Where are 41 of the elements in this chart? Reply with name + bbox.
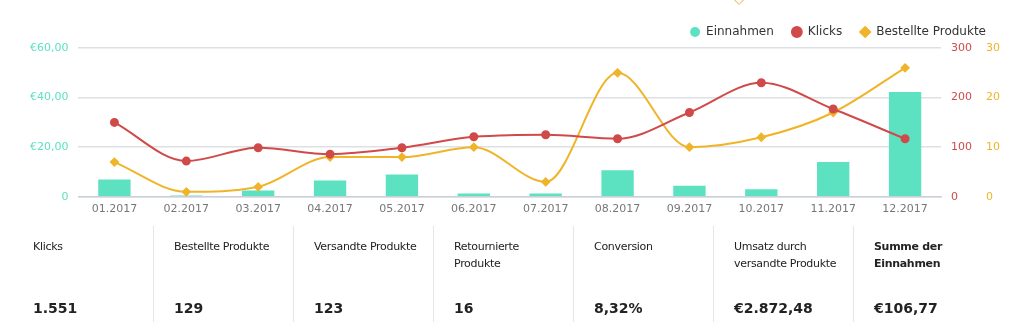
y2-tick-label: 100 bbox=[951, 140, 973, 154]
x-tick-label: 08.2017 bbox=[594, 202, 641, 216]
category-label: Umsatz durch versandte Produkte bbox=[734, 239, 838, 272]
text: 123 bbox=[314, 300, 344, 316]
x-tick-label: 12.2017 bbox=[882, 202, 928, 216]
x-tick-label: 11.2017 bbox=[810, 202, 856, 216]
x-tick-label: 01.2017 bbox=[91, 202, 138, 216]
x-tick-label: 07.2017 bbox=[522, 202, 569, 216]
x-tick-label: 09.2017 bbox=[666, 202, 713, 216]
text: 16 bbox=[454, 300, 474, 316]
y3-tick-label: 0 bbox=[986, 189, 993, 203]
y-tick-label: €20,00 bbox=[29, 140, 69, 154]
text: 8,32% bbox=[594, 300, 643, 316]
y3-tick-label: 10 bbox=[986, 140, 1000, 154]
y-tick-label: 0 bbox=[61, 189, 69, 203]
y2-tick-label: 300 bbox=[951, 40, 973, 54]
text: 129 bbox=[174, 300, 204, 316]
legend-label: Bestellte Produkte bbox=[876, 24, 987, 39]
x-tick-label: 06.2017 bbox=[451, 202, 497, 216]
legend-label: Einnahmen bbox=[706, 24, 774, 39]
y-tick-label: €40,00 bbox=[29, 90, 69, 104]
x-tick-label: 05.2017 bbox=[379, 202, 425, 216]
category-label: Klicks bbox=[33, 239, 64, 255]
y3-tick-label: 20 bbox=[986, 90, 1000, 104]
text: 1.551 bbox=[33, 300, 78, 316]
x-tick-label: 02.2017 bbox=[163, 202, 210, 216]
legend-label: Klicks bbox=[807, 24, 843, 39]
text: €106,77 bbox=[874, 300, 938, 316]
category-label: Bestellte Produkte bbox=[174, 239, 271, 255]
category-label: Summe der Einnahmen bbox=[874, 239, 944, 272]
x-tick-label: 04.2017 bbox=[307, 202, 353, 216]
category-label: Versandte Produkte bbox=[314, 239, 418, 255]
text: €2.872,48 bbox=[734, 300, 813, 316]
x-tick-label: 03.2017 bbox=[235, 202, 281, 216]
y-tick-label: €60,00 bbox=[29, 40, 69, 54]
y2-tick-label: 0 bbox=[951, 189, 959, 203]
category-label: Retournierte Produkte bbox=[454, 239, 521, 272]
y2-tick-label: 200 bbox=[951, 90, 973, 104]
x-tick-label: 10.2017 bbox=[738, 202, 785, 216]
y3-tick-label: 30 bbox=[986, 40, 1000, 54]
category-label: Conversion bbox=[594, 239, 654, 255]
